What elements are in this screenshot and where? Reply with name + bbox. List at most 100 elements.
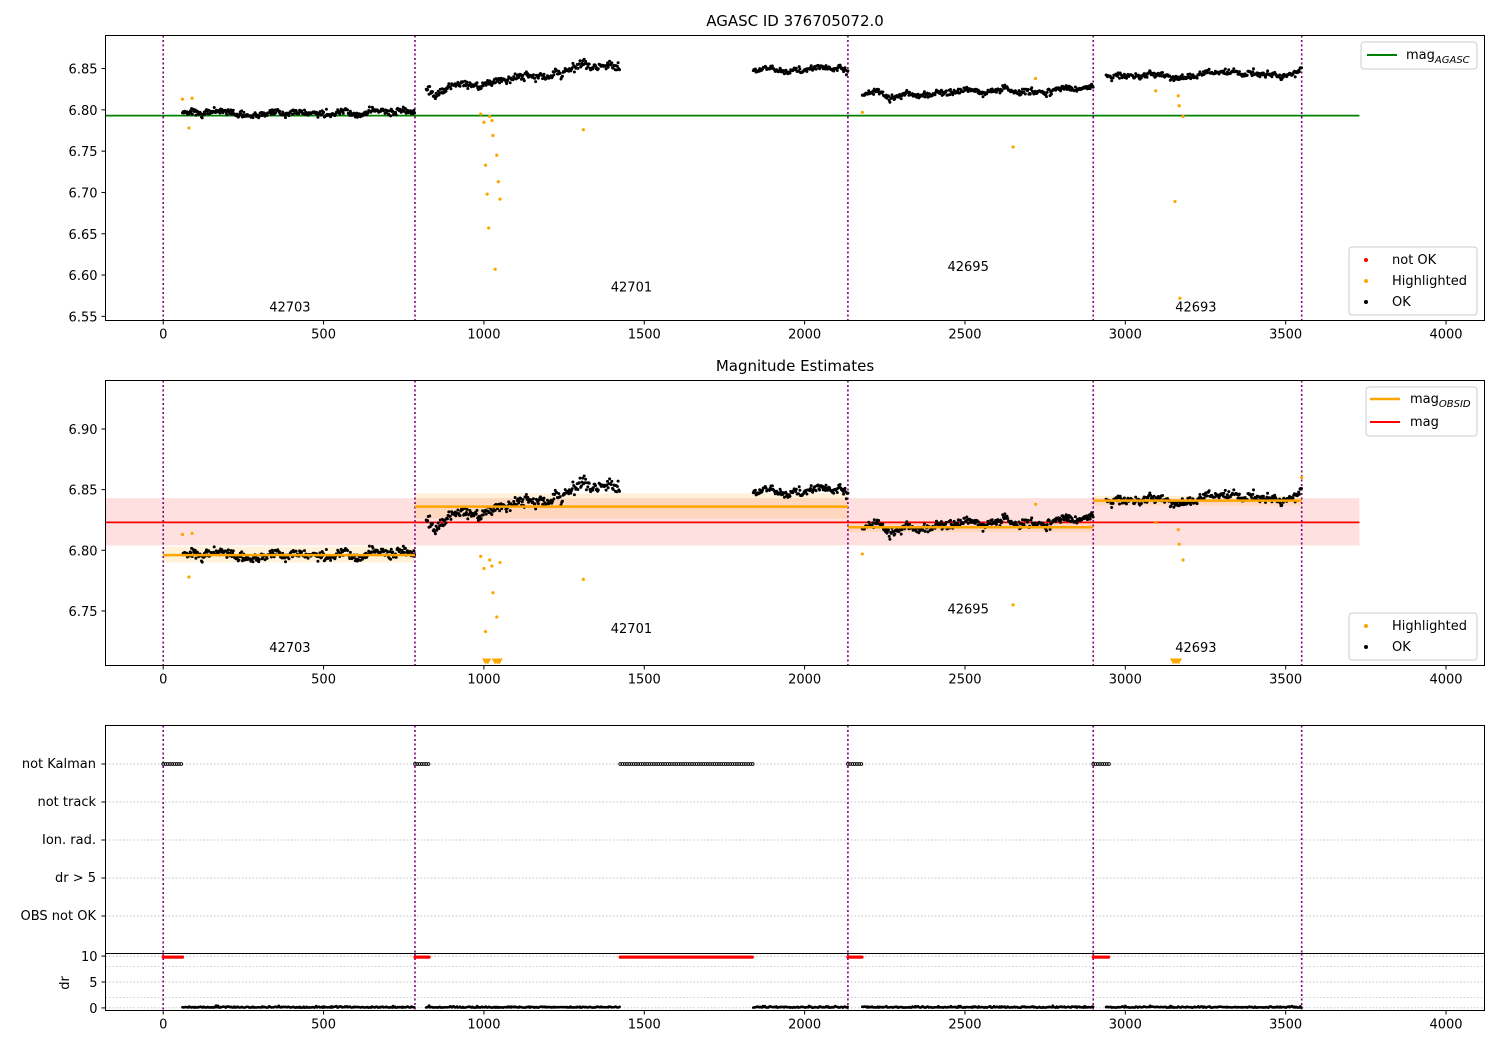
ok-point bbox=[444, 521, 448, 525]
flags-boundaries bbox=[162, 725, 1303, 954]
agasc-panel: AGASC ID 376705072.0 42703 42701 42695 4269… bbox=[69, 12, 1485, 343]
ok-point bbox=[582, 474, 586, 478]
ok-point bbox=[908, 90, 912, 94]
ok-point bbox=[591, 486, 595, 490]
ok-point bbox=[454, 514, 458, 518]
y-tick-label: 6.70 bbox=[69, 186, 98, 201]
x-tick-label: 2500 bbox=[948, 328, 981, 343]
ok-point bbox=[805, 70, 809, 73]
ok-point bbox=[1111, 76, 1115, 80]
ok-point bbox=[1047, 88, 1051, 92]
x-tick-label: 3500 bbox=[1269, 328, 1302, 343]
ok-point bbox=[533, 76, 537, 80]
ok-point bbox=[1195, 502, 1199, 506]
ok-point bbox=[534, 507, 538, 511]
ok-point bbox=[893, 97, 897, 101]
highlighted-point bbox=[1011, 603, 1015, 607]
highlighted-point bbox=[487, 226, 491, 230]
lower-limit-marker bbox=[495, 658, 503, 665]
ok-point bbox=[512, 500, 516, 503]
x-tick-label: 2000 bbox=[788, 673, 821, 688]
ok-point bbox=[391, 109, 395, 113]
ok-point bbox=[1042, 523, 1046, 527]
ok-point bbox=[521, 498, 525, 502]
ok-point bbox=[899, 97, 903, 101]
ok-point bbox=[474, 512, 478, 516]
ok-point bbox=[316, 559, 320, 563]
highlighted-point bbox=[490, 564, 494, 568]
ok-point bbox=[1006, 517, 1010, 520]
ok-point bbox=[531, 73, 535, 77]
ok-point bbox=[838, 483, 842, 486]
ok-point bbox=[586, 65, 590, 69]
ok-point bbox=[1139, 502, 1143, 505]
ok-point bbox=[367, 544, 371, 548]
ok-point bbox=[606, 479, 609, 483]
ok-point bbox=[1207, 489, 1211, 493]
ok-point bbox=[1045, 523, 1049, 527]
ok-point bbox=[615, 490, 619, 494]
ok-point bbox=[533, 502, 537, 506]
x-tick-label: 500 bbox=[311, 1018, 336, 1033]
ok-point bbox=[1225, 493, 1229, 497]
ok-point bbox=[394, 110, 397, 114]
flags-labels: not Kalman not track Ion. rad. dr > 5 OB… bbox=[21, 757, 97, 924]
ok-point bbox=[194, 113, 198, 117]
ok-point bbox=[843, 486, 847, 490]
not-kalman-flag-point bbox=[741, 762, 746, 766]
ok-point bbox=[1258, 75, 1262, 79]
ok-point bbox=[224, 549, 227, 553]
ok-point bbox=[949, 88, 952, 91]
not-kalman-flag-point bbox=[723, 762, 728, 766]
ok-point bbox=[1202, 496, 1206, 500]
not-kalman-flag-point bbox=[620, 762, 625, 766]
not-kalman-flag-point bbox=[640, 762, 645, 766]
x-tick-label: 500 bbox=[311, 673, 336, 688]
not-kalman-flag-point bbox=[634, 762, 638, 766]
ok-point bbox=[1030, 86, 1034, 90]
highlighted-point bbox=[490, 118, 494, 123]
ok-point bbox=[1000, 89, 1004, 92]
not-kalman-flag-point bbox=[739, 762, 744, 766]
ok-point bbox=[1033, 89, 1037, 93]
not-kalman-flag-point bbox=[426, 762, 431, 766]
ok-point bbox=[805, 492, 809, 496]
ok-point bbox=[583, 481, 587, 485]
highlighted-point bbox=[482, 566, 486, 571]
not-kalman-flag-point bbox=[1093, 762, 1098, 766]
highlighted-point bbox=[496, 180, 500, 184]
ok-point bbox=[576, 66, 580, 70]
not-kalman-flag-point bbox=[417, 762, 422, 766]
ok-point bbox=[300, 109, 304, 113]
highlighted-point bbox=[488, 114, 492, 119]
ok-point bbox=[1047, 519, 1051, 523]
ok-point bbox=[570, 66, 574, 70]
ok-point bbox=[844, 73, 848, 77]
y-tick-label: 6.55 bbox=[69, 310, 98, 325]
ok-point bbox=[1149, 493, 1152, 497]
ok-point bbox=[391, 550, 395, 554]
not-kalman-flag-point bbox=[165, 762, 170, 766]
ok-point bbox=[930, 528, 934, 532]
highlighted-point bbox=[479, 554, 483, 558]
mag-plot-frame bbox=[105, 380, 1485, 666]
ok-point bbox=[610, 479, 614, 483]
ok-point bbox=[1266, 491, 1270, 495]
ok-point bbox=[389, 114, 393, 118]
ok-point bbox=[872, 518, 876, 522]
dr-not-ok-point bbox=[860, 955, 864, 959]
ok-point bbox=[604, 488, 608, 492]
dr-y-ticks: 0 5 10 bbox=[81, 950, 106, 1017]
ok-point bbox=[1291, 496, 1295, 500]
not-kalman-flag-point bbox=[670, 762, 674, 766]
ok-point bbox=[1073, 515, 1077, 519]
ok-point bbox=[464, 511, 468, 514]
x-tick-label: 1000 bbox=[467, 1018, 500, 1033]
ok-point bbox=[1198, 493, 1202, 496]
ok-point bbox=[1125, 502, 1128, 506]
x-tick-label: 2500 bbox=[948, 673, 981, 688]
ok-point bbox=[846, 491, 850, 495]
obsid-label: 42695 bbox=[947, 602, 988, 617]
ok-point bbox=[1280, 503, 1284, 507]
ok-point bbox=[526, 495, 530, 499]
